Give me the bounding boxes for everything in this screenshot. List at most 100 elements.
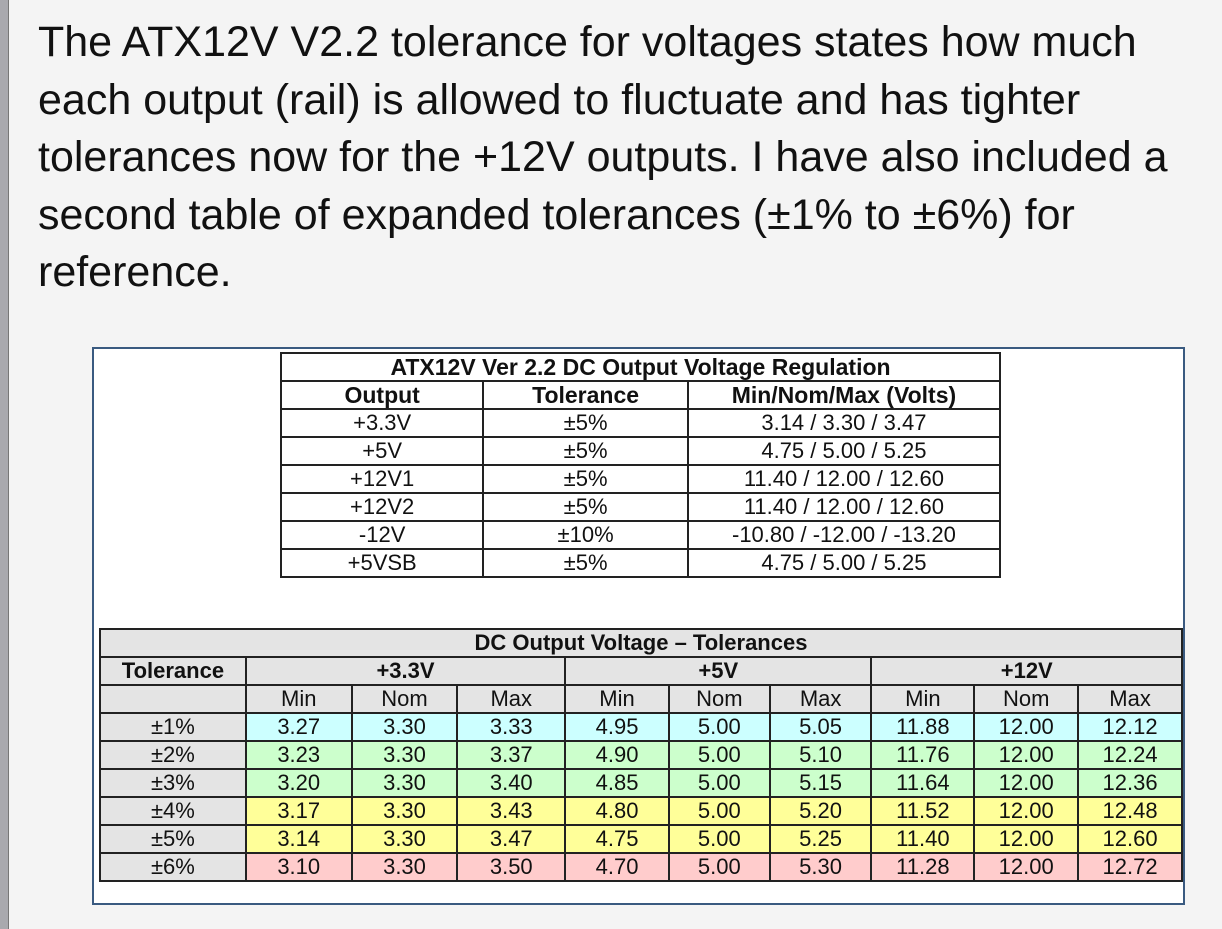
subheader-cell: Min: [244, 684, 353, 714]
voltage-cell: 5.00: [667, 824, 771, 854]
regulation-row: +3.3V ±5% 3.14 / 3.30 / 3.47: [279, 408, 1002, 438]
voltage-cell: 5.00: [667, 712, 771, 742]
voltage-cell: 11.76: [870, 740, 976, 770]
subheader-cell: Max: [456, 684, 567, 714]
voltage-cell: 3.50: [456, 852, 567, 882]
tolerance-row: ±1% 3.27 3.30 3.33 4.95 5.00 5.05 11.88 12.00 12.…: [99, 712, 1183, 742]
voltage-cell: 12.12: [1077, 712, 1183, 742]
voltage-cell: 12.48: [1077, 796, 1183, 826]
voltage-cell: 3.40: [456, 768, 567, 798]
voltage-cell: 3.47: [456, 824, 567, 854]
subheader-cell: Nom: [350, 684, 459, 714]
voltage-cell: 4.95: [564, 712, 670, 742]
output-cell: +3.3V: [279, 408, 485, 438]
range-cell: 4.75 / 5.00 / 5.25: [686, 548, 1002, 578]
tables-image: ATX12V Ver 2.2 DC Output Voltage Regulat…: [92, 347, 1185, 905]
voltage-cell: 5.00: [667, 796, 771, 826]
voltage-cell: 12.00: [973, 712, 1080, 742]
group-5v: +5V: [564, 656, 873, 686]
subheader-cell: Nom: [667, 684, 771, 714]
tolerance-cell: ±5%: [482, 408, 689, 438]
voltage-cell: 12.72: [1077, 852, 1183, 882]
voltage-cell: 3.37: [456, 740, 567, 770]
voltage-cell: 11.28: [870, 852, 976, 882]
voltage-cell: 3.30: [350, 824, 459, 854]
voltage-cell: 12.36: [1077, 768, 1183, 798]
tolerance-table-title: DC Output Voltage – Tolerances: [99, 628, 1183, 658]
subheader-cell: Min: [564, 684, 670, 714]
voltage-cell: 5.30: [768, 852, 873, 882]
voltage-cell: 5.00: [667, 768, 771, 798]
voltage-cell: 3.30: [350, 712, 459, 742]
tolerance-row: ±4% 3.17 3.30 3.43 4.80 5.00 5.20 11.52 12.00 12.…: [99, 796, 1183, 826]
voltage-cell: 11.40: [870, 824, 976, 854]
voltage-cell: 11.52: [870, 796, 976, 826]
range-cell: 11.40 / 12.00 / 12.60: [686, 464, 1002, 494]
voltage-cell: 3.10: [244, 852, 353, 882]
tolerance-label: ±2%: [99, 740, 247, 770]
tolerance-cell: ±5%: [482, 548, 689, 578]
voltage-cell: 12.00: [973, 740, 1080, 770]
subheader-cell: Min: [870, 684, 976, 714]
voltage-cell: 3.43: [456, 796, 567, 826]
regulation-row: +5V ±5% 4.75 / 5.00 / 5.25: [279, 436, 1002, 466]
voltage-cell: 5.00: [667, 852, 771, 882]
voltage-cell: 5.25: [768, 824, 873, 854]
tolerance-cell: ±5%: [482, 464, 689, 494]
regulation-table: ATX12V Ver 2.2 DC Output Voltage Regulat…: [279, 352, 1002, 578]
left-edge-bar: [0, 0, 9, 929]
voltage-cell: 3.33: [456, 712, 567, 742]
voltage-cell: 12.00: [973, 824, 1080, 854]
voltage-cell: 11.64: [870, 768, 976, 798]
range-cell: 11.40 / 12.00 / 12.60: [686, 492, 1002, 522]
header-tolerance: Tolerance: [482, 380, 689, 410]
header-output: Output: [279, 380, 485, 410]
tolerance-label: ±5%: [99, 824, 247, 854]
voltage-cell: 5.00: [667, 740, 771, 770]
subheader-row: Min Nom Max Min Nom Max Min Nom Max: [99, 684, 1183, 714]
output-cell: -12V: [279, 520, 485, 550]
voltage-cell: 3.17: [244, 796, 353, 826]
subheader-cell: Max: [1077, 684, 1183, 714]
voltage-cell: 3.14: [244, 824, 353, 854]
voltage-cell: 5.10: [768, 740, 873, 770]
voltage-cell: 5.05: [768, 712, 873, 742]
tolerance-cell: ±10%: [482, 520, 689, 550]
voltage-cell: 4.80: [564, 796, 670, 826]
range-cell: 4.75 / 5.00 / 5.25: [686, 436, 1002, 466]
group-3v3: +3.3V: [244, 656, 567, 686]
tolerance-label: ±4%: [99, 796, 247, 826]
voltage-cell: 3.27: [244, 712, 353, 742]
voltage-cell: 3.30: [350, 768, 459, 798]
tolerance-cell: ±5%: [482, 492, 689, 522]
empty-cell: [99, 684, 247, 714]
subheader-cell: Nom: [973, 684, 1080, 714]
output-cell: +5V: [279, 436, 485, 466]
output-cell: +5VSB: [279, 548, 485, 578]
voltage-cell: 3.20: [244, 768, 353, 798]
voltage-cell: 5.15: [768, 768, 873, 798]
output-cell: +12V2: [279, 492, 485, 522]
regulation-row: +12V1 ±5% 11.40 / 12.00 / 12.60: [279, 464, 1002, 494]
regulation-table-title: ATX12V Ver 2.2 DC Output Voltage Regulat…: [280, 352, 1001, 382]
header-min-nom-max: Min/Nom/Max (Volts): [686, 380, 1002, 410]
voltage-cell: 4.75: [564, 824, 670, 854]
voltage-cell: 12.00: [973, 796, 1080, 826]
regulation-row: -12V ±10% -10.80 / -12.00 / -13.20: [279, 520, 1002, 550]
tolerance-label: ±3%: [99, 768, 247, 798]
voltage-cell: 3.23: [244, 740, 353, 770]
output-cell: +12V1: [279, 464, 485, 494]
voltage-cell: 12.00: [973, 852, 1080, 882]
header-tolerance: Tolerance: [99, 656, 247, 686]
subheader-cell: Max: [768, 684, 873, 714]
tolerance-label: ±6%: [99, 852, 247, 882]
voltage-cell: 4.90: [564, 740, 670, 770]
tolerance-row: ±2% 3.23 3.30 3.37 4.90 5.00 5.10 11.76 12.00 12.…: [99, 740, 1183, 770]
voltage-cell: 12.60: [1077, 824, 1183, 854]
regulation-row: +5VSB ±5% 4.75 / 5.00 / 5.25: [279, 548, 1002, 578]
voltage-cell: 12.00: [973, 768, 1080, 798]
voltage-cell: 5.20: [768, 796, 873, 826]
tolerance-row: ±6% 3.10 3.30 3.50 4.70 5.00 5.30 11.28 12.00 12.…: [99, 852, 1183, 882]
tolerance-table: DC Output Voltage – Tolerances Tolerance…: [99, 628, 1183, 882]
group-12v: +12V: [870, 656, 1183, 686]
